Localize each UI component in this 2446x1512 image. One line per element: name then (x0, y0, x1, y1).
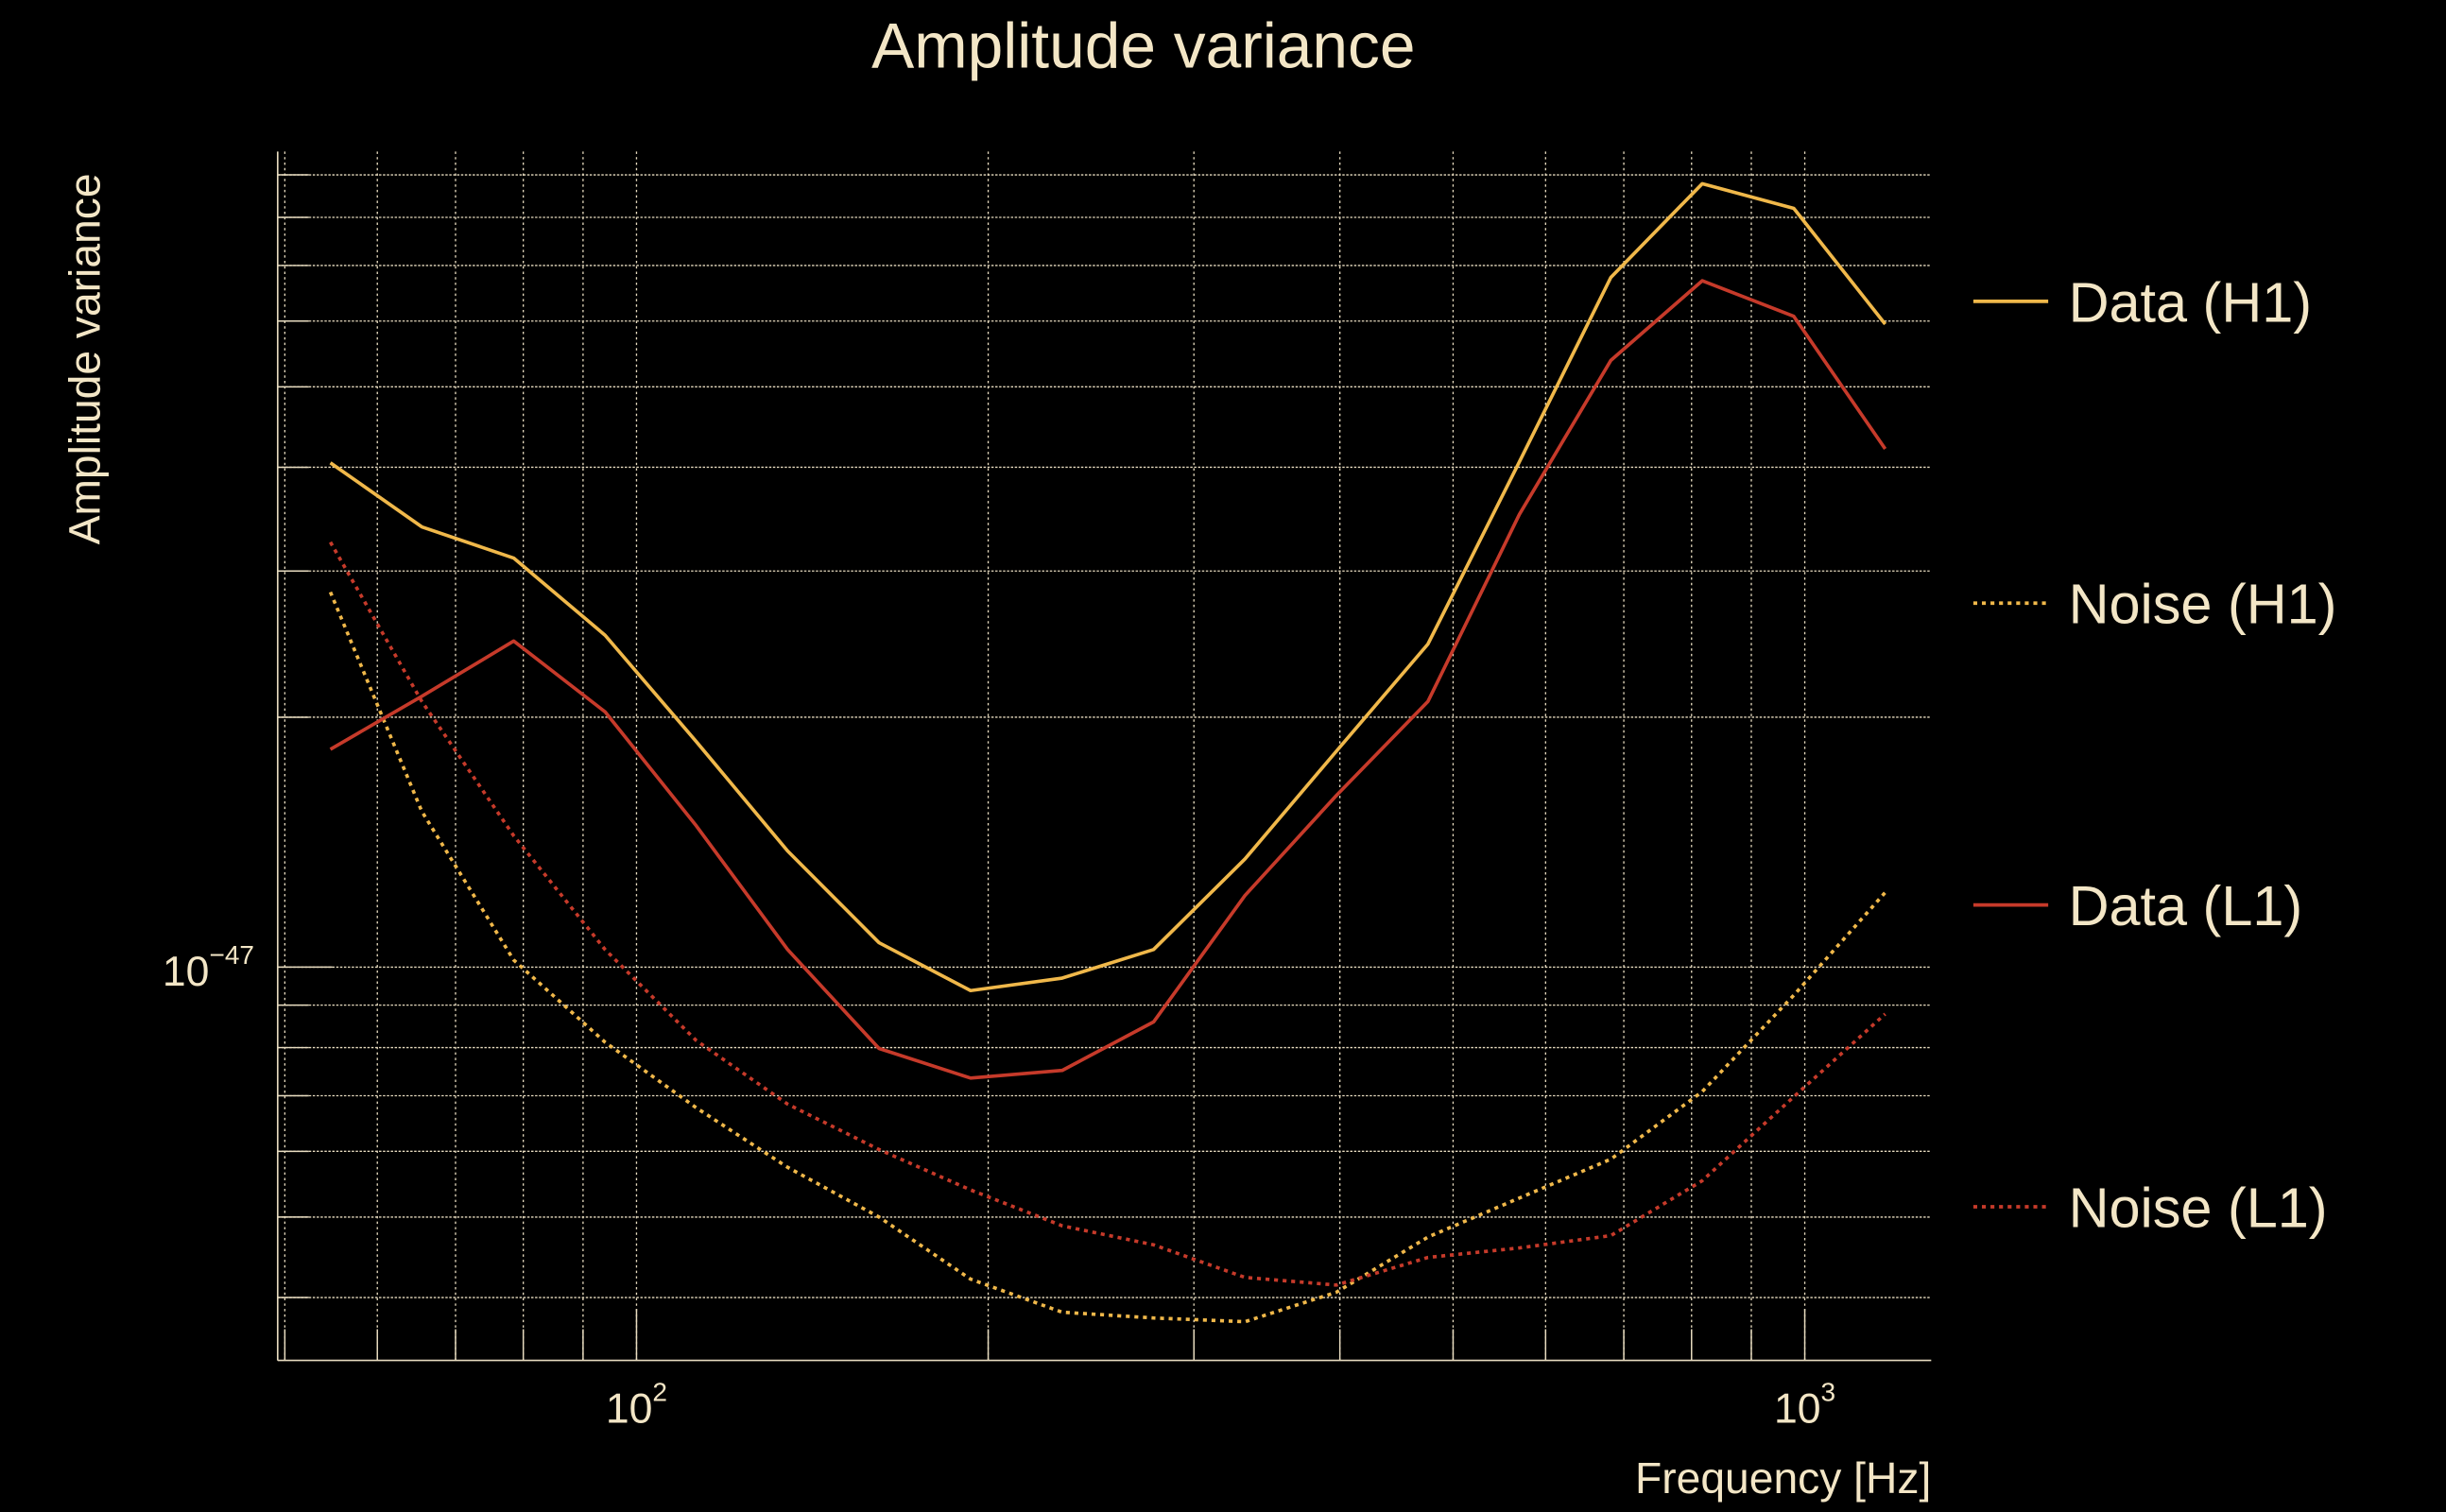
x-tick-label-base: 10 (1774, 1386, 1821, 1433)
series-lines (328, 181, 1887, 1324)
chart-title: Amplitude variance (871, 10, 1415, 81)
series-line-noise-h1 (328, 591, 1886, 1324)
series-line-data-l1 (329, 279, 1887, 1080)
y-tick-label-base: 10 (163, 949, 210, 995)
legend: Data (H1) Noise (H1) Data (L1) Noise (L1) (1972, 270, 2337, 1239)
x-tick-label-exponent: 2 (652, 1377, 667, 1406)
y-tick-label: 10−47 (163, 940, 254, 995)
axes (276, 151, 1932, 1362)
grid (277, 151, 1932, 1361)
series-line-data-h1 (329, 181, 1887, 993)
legend-label: Noise (L1) (2069, 1176, 2328, 1239)
x-tick-label-base: 10 (606, 1386, 653, 1433)
y-axis-label: Amplitude variance (60, 173, 110, 544)
x-tick-label: 102 (606, 1377, 667, 1432)
x-tick-label-exponent: 3 (1821, 1377, 1836, 1406)
legend-label: Data (H1) (2069, 270, 2313, 334)
x-tick-label: 103 (1774, 1377, 1835, 1432)
y-tick-label-exponent: −47 (209, 940, 254, 970)
legend-label: Data (L1) (2069, 874, 2303, 937)
legend-label: Noise (H1) (2069, 573, 2337, 636)
x-axis-label: Frequency [Hz] (1635, 1453, 1931, 1503)
